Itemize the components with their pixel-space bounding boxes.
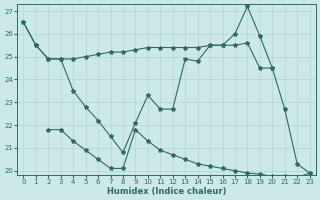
X-axis label: Humidex (Indice chaleur): Humidex (Indice chaleur) <box>107 187 226 196</box>
